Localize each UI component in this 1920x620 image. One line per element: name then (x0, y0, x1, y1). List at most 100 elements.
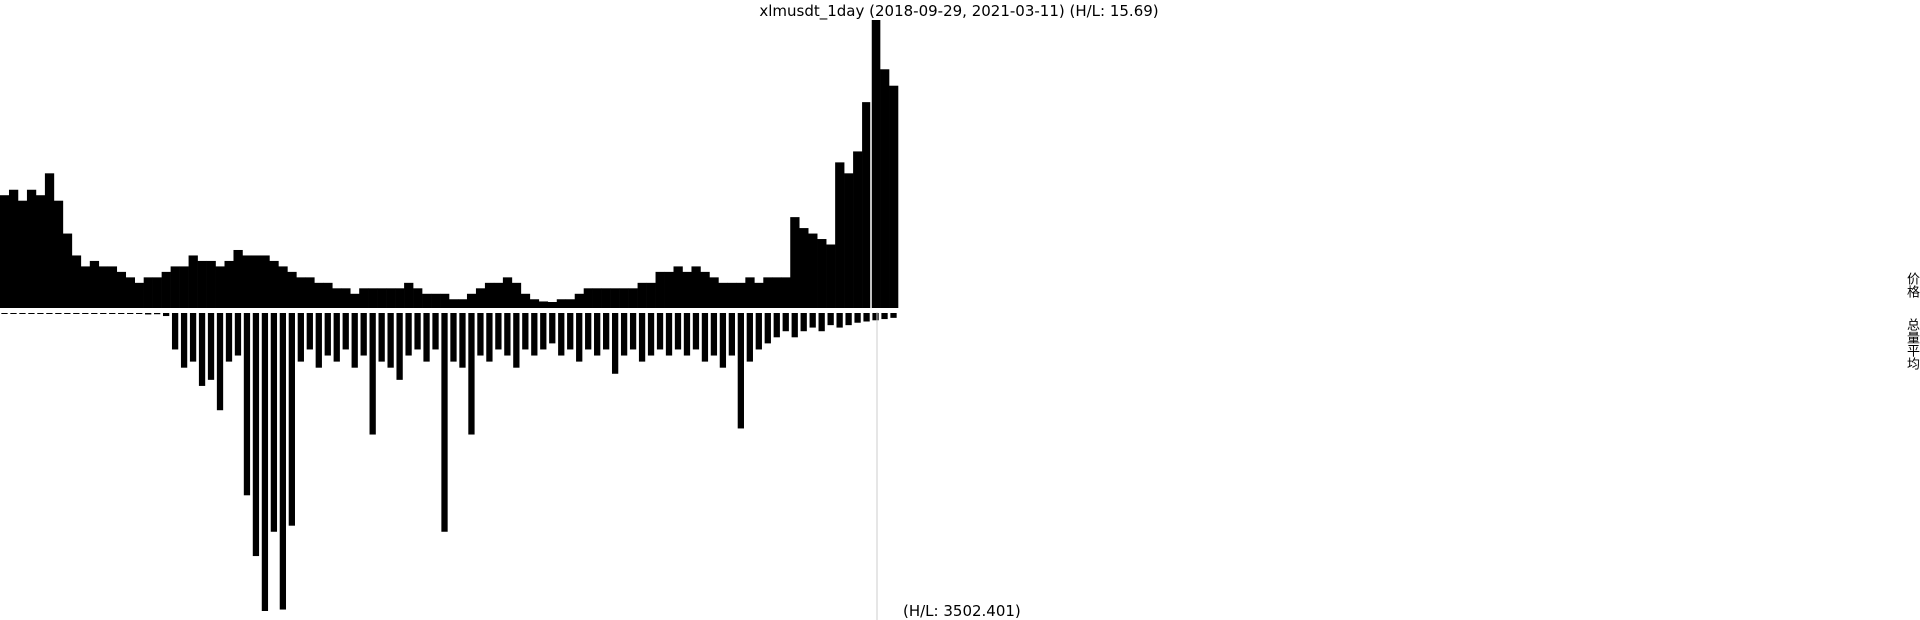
volume-bar (369, 313, 376, 435)
volume-bar (638, 313, 646, 362)
price-bar (251, 255, 261, 308)
volume-bar (387, 313, 394, 368)
price-bar (413, 288, 423, 308)
price-bar (844, 173, 854, 308)
volume-bar (629, 313, 637, 350)
price-bar (754, 282, 764, 308)
volume-bar (522, 313, 529, 350)
volume-bar (414, 313, 421, 350)
volume-bar (360, 313, 367, 356)
volume-bar (91, 313, 98, 314)
volume-bar (351, 313, 358, 368)
price-bar (278, 266, 288, 308)
volume-bar (162, 313, 170, 317)
price-bar (395, 288, 405, 308)
volume-bar (136, 313, 143, 314)
price-bar (628, 288, 638, 308)
volume-bar (656, 313, 664, 350)
volume-bar (692, 313, 700, 350)
volume-label: (H/L: 3502.401) (903, 602, 1021, 620)
price-bar (197, 260, 207, 308)
volume-bar (890, 313, 897, 318)
price-bar (664, 271, 674, 308)
price-bar (727, 282, 737, 308)
volume-bar (306, 313, 313, 350)
volume-bar (1, 313, 8, 314)
volume-bar (468, 313, 475, 435)
price-bar (422, 293, 432, 308)
volume-bar (37, 313, 44, 314)
price-bar (350, 293, 360, 308)
volume-bar (620, 313, 628, 356)
price-bar (871, 20, 881, 308)
price-bar (826, 244, 836, 308)
volume-bar (728, 313, 736, 356)
volume-bar (818, 313, 825, 332)
price-bar (718, 282, 728, 308)
volume-bar (450, 313, 457, 362)
price-bar (547, 302, 558, 308)
volume-bar (342, 313, 349, 350)
volume-bar (683, 313, 691, 356)
volume-bar (118, 313, 125, 314)
price-bar (188, 255, 198, 308)
price-bar (143, 277, 153, 308)
price-bar (71, 255, 82, 308)
price-bar (440, 293, 450, 308)
price-bar (484, 282, 495, 308)
price-bar (601, 288, 611, 308)
price-bar (386, 288, 396, 308)
volume-bar (881, 313, 888, 320)
volume-bar (405, 313, 412, 356)
price-bar (404, 282, 414, 308)
price-bar (116, 271, 127, 308)
price-bar (89, 260, 100, 308)
price-bar (206, 260, 216, 308)
price-bar (332, 288, 342, 308)
price-bar (520, 293, 531, 308)
volume-bar (270, 313, 278, 532)
price-bar (655, 271, 665, 308)
volume-bar (710, 313, 718, 356)
volume-bar (46, 313, 53, 314)
volume-bar (576, 313, 583, 362)
volume-bar (216, 313, 224, 411)
price-bar (457, 299, 468, 308)
volume-bar (324, 313, 331, 356)
price-bar (107, 266, 118, 308)
volume-bar (773, 313, 780, 338)
volume-bar (279, 313, 287, 610)
volume-bar (145, 313, 152, 315)
volume-bar (845, 313, 852, 326)
volume-bar (531, 313, 538, 356)
volume-bar (288, 313, 295, 526)
price-bar (889, 85, 899, 308)
price-bar (224, 260, 234, 308)
volume-bar (297, 313, 304, 362)
volume-bar (10, 313, 17, 314)
volume-bar (737, 313, 744, 429)
bars (0, 20, 899, 611)
price-bar (26, 189, 37, 308)
price-bar (152, 277, 162, 308)
price-bar (799, 228, 809, 308)
price-bar (763, 277, 773, 308)
volume-bar (800, 313, 807, 332)
price-bar (242, 255, 252, 308)
volume-bar (513, 313, 520, 368)
price-bar (745, 277, 755, 308)
price-bar (538, 301, 549, 308)
price-bar (619, 288, 629, 308)
price-bar (790, 217, 800, 308)
side-label: 总量平均 (1904, 318, 1919, 370)
price-bar (853, 151, 863, 308)
price-bar (583, 288, 593, 308)
volume-bar (432, 313, 439, 350)
volume-bar (459, 313, 466, 368)
volume-bar (73, 313, 80, 314)
volume-bar (378, 313, 385, 362)
price-bar (772, 277, 782, 308)
price-bar (296, 277, 306, 308)
price-bar (574, 293, 584, 308)
